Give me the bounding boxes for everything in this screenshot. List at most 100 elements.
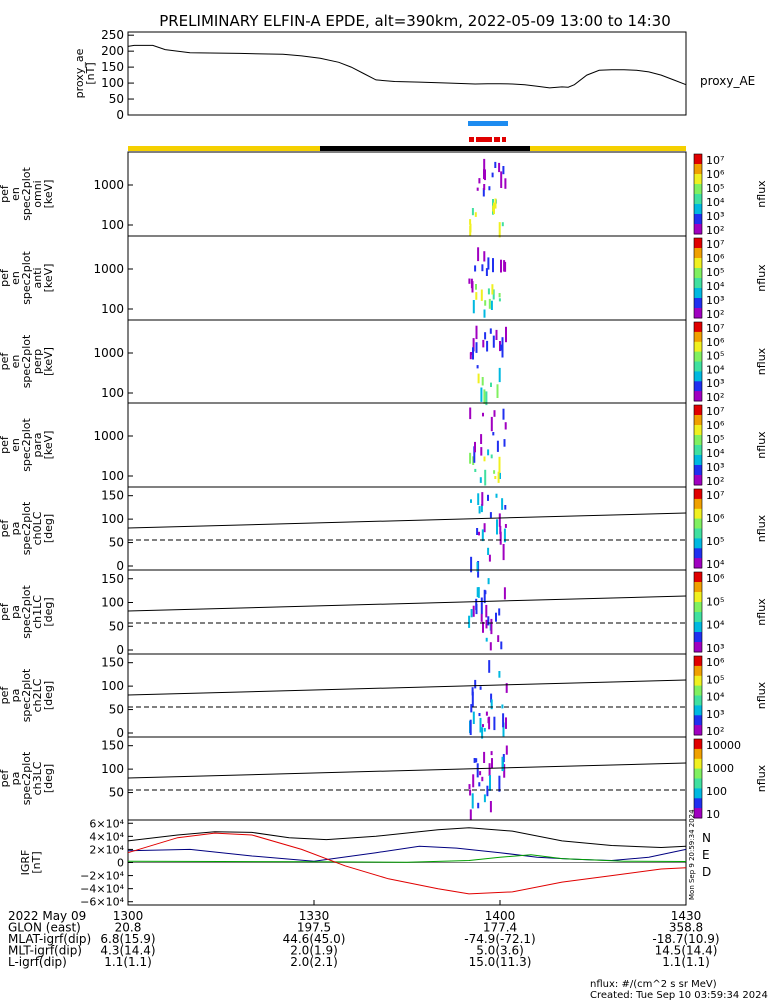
panel-ylabel: anti	[31, 267, 44, 288]
panel-frame	[127, 235, 687, 321]
loss-cone-line	[127, 762, 687, 779]
spectrogram-pixel	[501, 343, 504, 358]
spectrogram-pixel	[481, 727, 484, 739]
colorbar-segment	[694, 632, 702, 643]
colorbar-label-group: nflux	[755, 514, 768, 542]
ae-ylabel: proxy_ae	[73, 48, 86, 98]
panel-ylabel: spec2plot	[20, 501, 33, 555]
orbit-info-table: 2022 May 09 1300 1330 1400 1430 GLON (east) 20…	[8, 900, 720, 969]
spectrogram-pixel	[497, 471, 500, 483]
spectrogram-pixel	[472, 605, 475, 617]
spectrogram-pixel	[504, 261, 507, 272]
spectrogram-pixel	[500, 171, 503, 188]
spectrogram-pixel	[498, 513, 501, 527]
panel-ylabel: en	[9, 355, 22, 369]
spectrogram-pixel	[490, 699, 493, 710]
colorbar-segment	[694, 214, 702, 225]
colorbar-label: nflux	[755, 764, 768, 792]
spectrogram-pixel	[488, 554, 491, 562]
table-row-label: L-igrf(dip)	[8, 955, 67, 969]
spectrogram-panel-ch2LC: 0 50 100 150 elapefpaspec2plotch2LC[deg] 10⁶ 1…	[0, 653, 768, 740]
panel-frame	[127, 653, 687, 738]
spectrogram-pixel	[488, 298, 491, 309]
colorbar-label: nflux	[755, 180, 768, 208]
spectrogram-pixel	[470, 704, 473, 713]
spectrogram-pixel	[501, 704, 504, 709]
igrf-ytick-label: 0	[117, 857, 124, 870]
colorbar-segment	[694, 248, 702, 259]
table-cell: -74.9(-72.1)	[464, 932, 535, 946]
spectrogram-pixel	[481, 264, 484, 272]
science-zone-bar	[468, 121, 508, 126]
spectrogram-pixel	[477, 247, 480, 262]
panel-ytick-label: 150	[101, 739, 124, 753]
panel-ylabel: spec2plot	[20, 585, 33, 639]
colorbar-tick-label: 10⁵	[706, 182, 724, 195]
sunlit-bar	[530, 146, 686, 151]
igrf-series-total	[127, 827, 687, 849]
colorbar-label-group: nflux	[755, 180, 768, 208]
spectrogram-pixel	[469, 407, 472, 420]
ae-ytick-label: 250	[101, 28, 124, 42]
spectrogram-pixel	[478, 713, 481, 717]
spectrogram-pixel	[503, 587, 506, 600]
spectrogram-pixel	[475, 598, 478, 611]
ae-ytick-label: 0	[116, 108, 124, 122]
panel-ylabel: [deg]	[42, 597, 55, 626]
panel-ylabel: pef	[0, 519, 11, 538]
spectrogram-pixel	[485, 604, 488, 618]
colorbar-segment	[694, 758, 702, 770]
table-cell: 4.3(14.4)	[100, 944, 155, 958]
spectrogram-pixel	[490, 618, 493, 635]
panel-ylabel-group: elapefenspec2plotperp[keV]	[0, 334, 55, 388]
spectrogram-pixel	[474, 468, 477, 472]
spectrogram-pixel	[469, 225, 472, 236]
spectrogram-pixel	[474, 212, 477, 217]
spectrogram-pixel	[474, 265, 477, 272]
spectrogram-pixel	[478, 178, 481, 184]
proxy-ae-frame	[127, 31, 687, 116]
colorbar-segment	[694, 622, 702, 633]
panel-ytick-label: 50	[109, 703, 124, 717]
colorbar-tick-label: 10⁷	[706, 489, 724, 502]
panel-ylabel: spec2plot	[20, 167, 33, 221]
colorbar-tick-label: 10⁶	[706, 252, 725, 265]
colorbar-tick-label: 10³	[706, 642, 724, 655]
colorbar-tick-label: 10000	[706, 739, 741, 752]
shadow-bar	[320, 146, 530, 151]
loss-cone-line	[127, 679, 687, 696]
colorbar-segment	[694, 341, 702, 353]
spectrogram-pixel	[474, 679, 477, 689]
panel-ytick-label: 100	[101, 386, 124, 400]
spectrogram-panel-para: 1001000elapefenspec2plotpara[keV]10⁷10⁶1…	[0, 402, 768, 488]
colorbar-segment	[694, 602, 702, 613]
colorbar-segment	[694, 475, 702, 486]
panel-ylabel: en	[9, 187, 22, 201]
panel-ytick-label: 100	[101, 469, 124, 483]
colorbar-segment	[694, 788, 702, 799]
colorbar-tick-label: 10	[706, 808, 720, 821]
colorbar-segment	[694, 361, 702, 372]
spectrogram-pixel	[490, 382, 492, 387]
colorbar-segment	[694, 224, 702, 235]
spectrogram-panel-ch1LC: 0 50 100 150 elapefpaspec2plotch1LC[deg] 10⁶ 1…	[0, 569, 768, 657]
spectrogram-pixel	[494, 198, 497, 209]
spectrogram-pixel	[495, 612, 497, 622]
colorbar-segment	[694, 665, 702, 677]
spectrogram-pixel	[498, 222, 501, 238]
spectrogram-pixel	[499, 531, 502, 545]
table-cell: 1400	[485, 909, 516, 923]
spectrogram-pixel	[469, 719, 472, 735]
spectrogram-pixel	[468, 278, 471, 284]
colorbar-segment	[694, 592, 702, 603]
spectrogram-pixel	[483, 728, 486, 732]
table-cell: 1300	[113, 909, 144, 923]
spectrogram-pixel	[476, 587, 479, 597]
panel-frame	[127, 569, 687, 655]
spectrogram-pixel	[469, 219, 472, 225]
colorbar-segment	[694, 538, 702, 549]
table-cell: 1.1(1.1)	[662, 955, 710, 969]
igrf-ytick-label: 4×10⁴	[89, 830, 124, 843]
colorbar-tick-label: 10⁵	[706, 595, 724, 608]
table-row-label: MLT-igrf(dip)	[8, 944, 82, 958]
